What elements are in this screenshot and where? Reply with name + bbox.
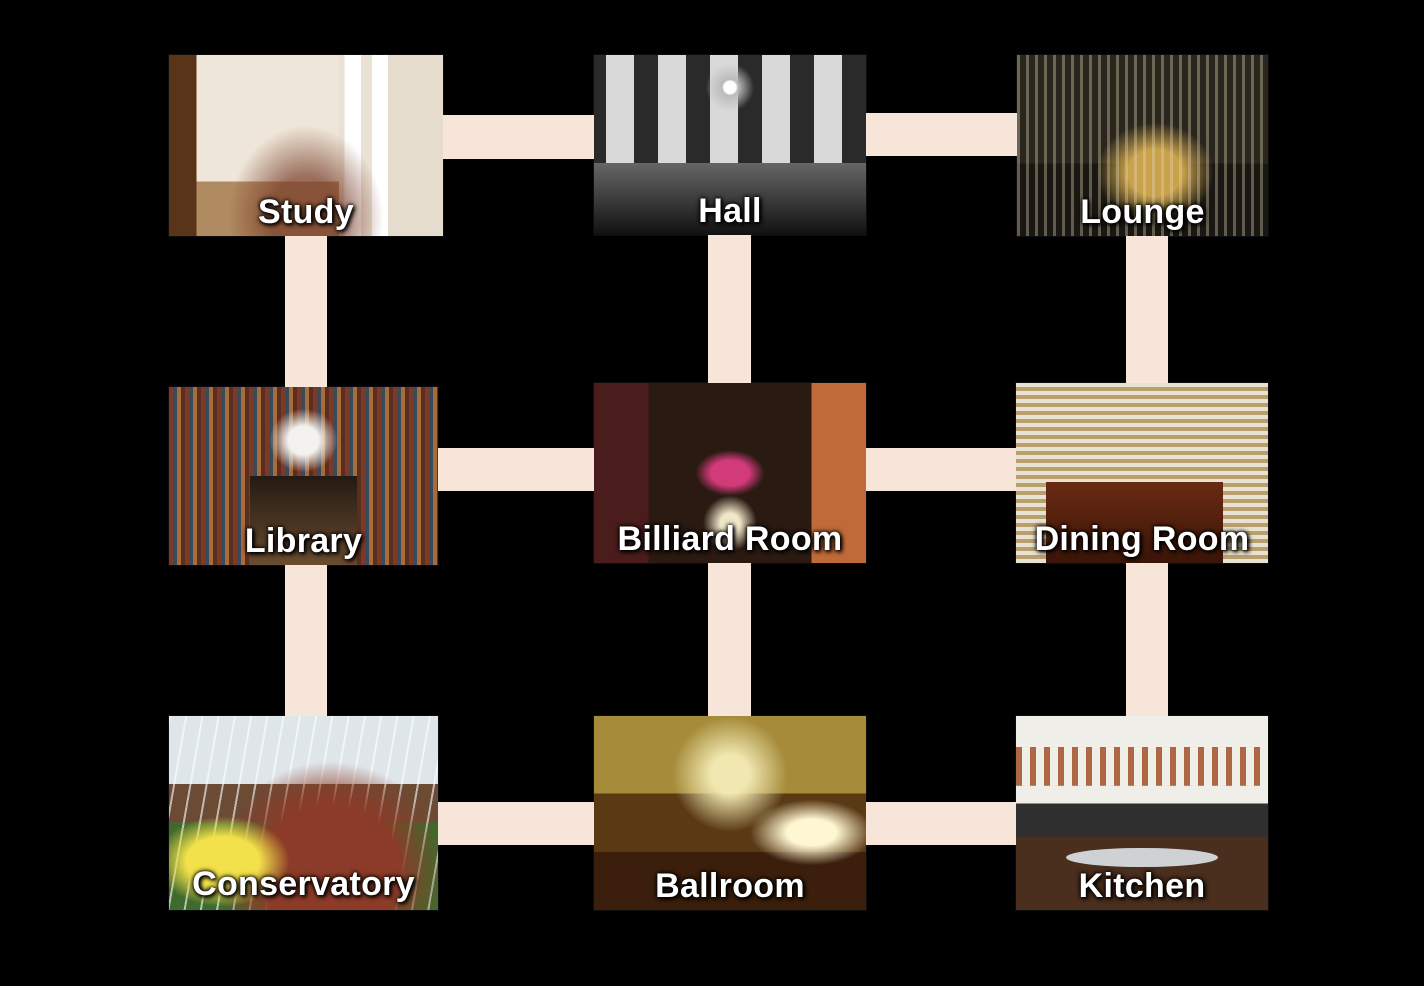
connector-conservatory-ballroom: [438, 802, 594, 845]
connector-hall-billiard-room: [708, 235, 751, 383]
hall-image: [594, 55, 866, 235]
room-label-lounge: Lounge: [1080, 193, 1205, 231]
room-dining-room: Dining Room: [1016, 383, 1268, 563]
room-label-hall: Hall: [698, 192, 762, 230]
room-study: Study: [169, 55, 443, 236]
billiard-room-image: [594, 383, 866, 563]
room-label-library: Library: [244, 522, 363, 560]
dining-room-image: [1016, 383, 1268, 563]
room-kitchen: Kitchen: [1016, 716, 1268, 910]
connector-library-billiard-room: [438, 448, 594, 491]
room-lounge: Lounge: [1017, 55, 1268, 236]
connector-ballroom-kitchen: [866, 802, 1016, 845]
room-ballroom: Ballroom: [594, 716, 866, 910]
room-label-ballroom: Ballroom: [655, 867, 805, 905]
connector-study-library: [285, 236, 327, 387]
connector-study-hall: [443, 115, 594, 159]
room-label-kitchen: Kitchen: [1078, 867, 1206, 905]
study-image: [169, 55, 443, 236]
library-image: [169, 387, 438, 565]
connector-billiard-room-dining-room: [866, 448, 1016, 491]
connector-billiard-room-ballroom: [708, 563, 751, 716]
room-label-conservatory: Conservatory: [192, 865, 415, 903]
connector-dining-room-kitchen: [1126, 563, 1168, 716]
room-label-dining-room: Dining Room: [1034, 520, 1250, 558]
connector-lounge-dining-room: [1126, 236, 1168, 383]
room-label-study: Study: [258, 193, 354, 231]
connector-library-conservatory: [285, 565, 327, 716]
lounge-image: [1017, 55, 1268, 236]
room-label-billiard-room: Billiard Room: [617, 520, 843, 558]
room-conservatory: Conservatory: [169, 716, 438, 910]
kitchen-image: [1016, 716, 1268, 910]
conservatory-image: [169, 716, 438, 910]
room-hall: Hall: [594, 55, 866, 235]
room-library: Library: [169, 387, 438, 565]
ballroom-image: [594, 716, 866, 910]
connector-hall-lounge: [866, 113, 1017, 156]
room-billiard-room: Billiard Room: [594, 383, 866, 563]
